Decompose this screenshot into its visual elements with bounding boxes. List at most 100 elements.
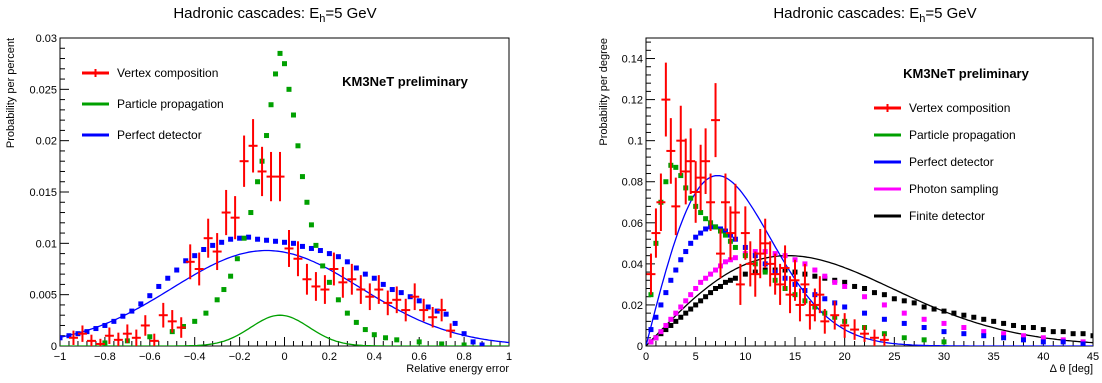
- data-point: [1090, 333, 1093, 339]
- data-point: [1030, 325, 1036, 331]
- data-point: [268, 102, 274, 108]
- data-point: [673, 164, 679, 170]
- data-point: [840, 313, 850, 338]
- data-point: [102, 340, 108, 346]
- data-point: [308, 222, 314, 228]
- data-point: [820, 309, 830, 334]
- data-point: [299, 243, 305, 249]
- data-point: [760, 218, 770, 268]
- data-point: [326, 279, 332, 285]
- x-tick-label: 1: [506, 351, 512, 363]
- data-point: [410, 283, 420, 311]
- data-point: [317, 248, 323, 254]
- data-point: [1020, 333, 1026, 339]
- data-point: [329, 252, 339, 286]
- data-point: [338, 266, 348, 298]
- data-point: [1060, 339, 1066, 345]
- data-point: [1080, 331, 1086, 337]
- y-tick-label: 0.06: [622, 218, 643, 230]
- legend-label: Particle propagation: [909, 128, 1016, 142]
- data-point: [214, 297, 220, 303]
- data-point: [248, 210, 254, 216]
- data-point: [461, 331, 467, 337]
- data-point: [678, 304, 684, 310]
- series-vertex-composition: [646, 62, 889, 346]
- data-point: [356, 275, 366, 304]
- x-tick-label: 0.2: [322, 351, 337, 363]
- data-point: [201, 246, 207, 252]
- legend-item-perfect-detector: Perfect detector: [874, 155, 994, 169]
- data-point: [812, 273, 818, 279]
- data-point: [425, 304, 431, 310]
- data-point: [901, 335, 907, 341]
- x-tick-label: 10: [739, 351, 751, 363]
- legend-label: Perfect detector: [909, 155, 994, 169]
- x-tick-label: 30: [938, 351, 950, 363]
- data-point: [693, 302, 699, 308]
- data-point: [658, 329, 664, 335]
- legend-item-vertex-composition: Vertex composition: [82, 66, 218, 80]
- data-point: [210, 242, 216, 248]
- data-point: [879, 333, 889, 346]
- y-tick-label: 0.12: [622, 95, 643, 107]
- data-point: [66, 333, 72, 339]
- data-point: [693, 234, 699, 240]
- data-point: [219, 239, 225, 245]
- data-point: [1080, 341, 1086, 346]
- data-point: [419, 298, 429, 322]
- data-point: [398, 290, 404, 296]
- data-point: [129, 308, 135, 314]
- data-point: [678, 314, 684, 320]
- data-point: [762, 269, 768, 275]
- data-point: [740, 206, 750, 260]
- data-point: [131, 329, 141, 346]
- data-point: [282, 61, 287, 67]
- data-point: [452, 320, 458, 326]
- data-point: [663, 322, 669, 328]
- data-point: [313, 242, 319, 248]
- data-point: [921, 304, 927, 310]
- data-point: [60, 335, 63, 341]
- watermark-text: KM3NeT preliminary: [903, 66, 1029, 81]
- data-point: [394, 337, 400, 343]
- plot-area: [60, 50, 509, 346]
- data-point: [353, 319, 359, 325]
- data-point: [790, 259, 800, 301]
- x-tick-label: −0.6: [139, 351, 161, 363]
- data-point: [221, 287, 227, 293]
- data-point: [881, 292, 887, 298]
- data-point: [167, 310, 177, 333]
- data-point: [653, 335, 659, 341]
- data-point: [257, 146, 267, 197]
- x-tick-label: 40: [1037, 351, 1049, 363]
- data-point: [1040, 335, 1046, 341]
- data-point: [203, 310, 209, 316]
- legend-label: Vertex composition: [117, 66, 218, 80]
- data-point: [795, 288, 805, 322]
- data-point: [770, 253, 780, 295]
- data-point: [371, 332, 377, 338]
- data-point: [901, 310, 907, 316]
- data-point: [461, 342, 467, 346]
- data-point: [961, 331, 967, 337]
- data-point: [722, 232, 728, 238]
- data-point: [732, 275, 738, 281]
- y-tick-label: 0.03: [36, 33, 57, 45]
- data-point: [304, 199, 310, 205]
- data-point: [335, 254, 341, 260]
- data-point: [1070, 331, 1076, 337]
- data-point: [102, 322, 108, 328]
- data-point: [842, 279, 848, 285]
- data-point: [703, 294, 709, 300]
- data-point: [434, 308, 440, 314]
- data-point: [230, 196, 240, 240]
- data-point: [725, 206, 735, 260]
- x-tick-label: 25: [888, 351, 900, 363]
- data-point: [77, 325, 87, 342]
- data-point: [308, 245, 314, 251]
- x-tick-label: 0.8: [456, 351, 471, 363]
- data-point: [708, 290, 714, 296]
- data-point: [290, 112, 296, 118]
- data-point: [703, 226, 709, 232]
- data-point: [688, 306, 694, 312]
